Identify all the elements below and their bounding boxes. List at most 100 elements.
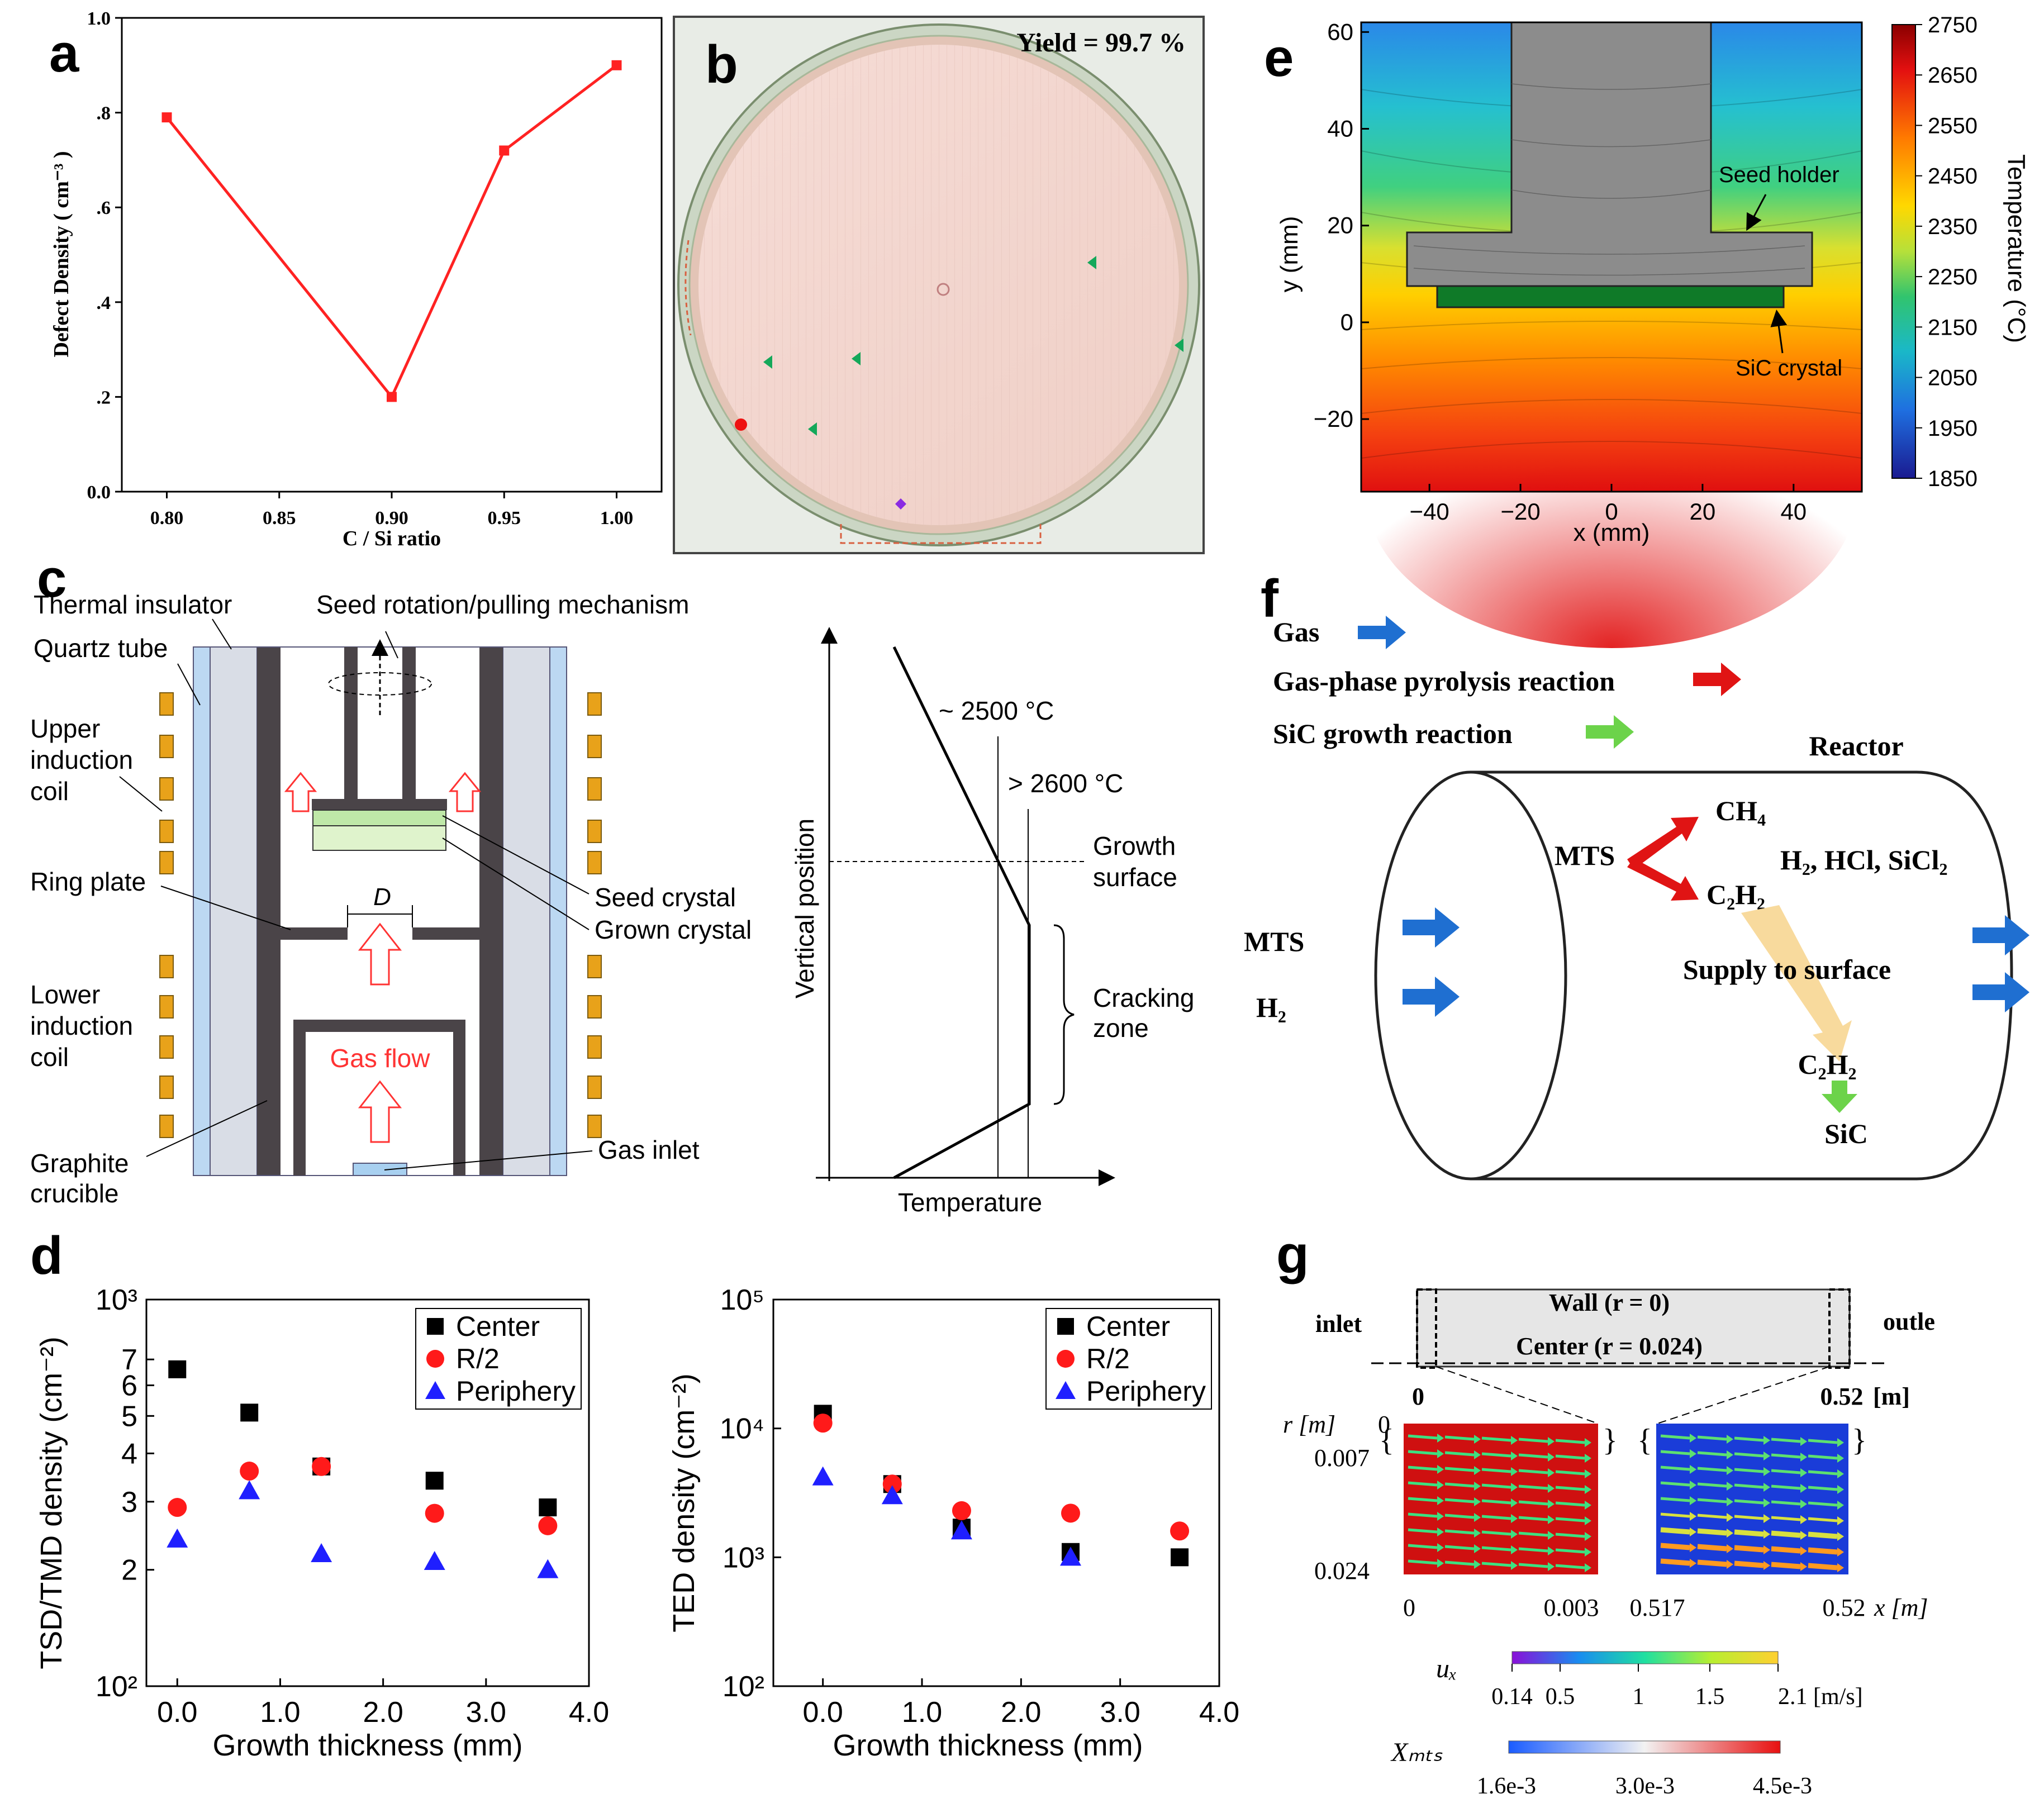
coil-turn [587, 777, 602, 801]
reactor-inlet-face [1374, 770, 1567, 1181]
velocity-arrow [1518, 1453, 1548, 1459]
d-point-center [240, 1403, 259, 1422]
d-legend-marker [1057, 1318, 1074, 1335]
velocity-arrowhead [1800, 1484, 1807, 1493]
a-xtick-label: 0.85 [263, 508, 296, 529]
velocity-arrowhead [1511, 1545, 1518, 1554]
reactor-body [1471, 770, 2013, 1181]
e-cbar-label: 2750 [1928, 13, 1978, 37]
velocity-arrowhead [1763, 1561, 1770, 1570]
e-cbar-label: 2050 [1928, 366, 1978, 391]
velocity-arrow [1734, 1560, 1764, 1568]
e-ytick-label: −20 [1314, 406, 1353, 432]
velocity-arrow [1408, 1465, 1438, 1471]
velocity-arrow [1771, 1438, 1801, 1443]
velocity-arrowhead [1727, 1466, 1733, 1475]
legend-gas-label: Gas [1273, 616, 1319, 648]
velocity-arrow [1555, 1439, 1585, 1444]
d-point-periphery [1060, 1546, 1081, 1566]
velocity-arrow [1408, 1497, 1438, 1502]
seed-crystal-label: Seed crystal [595, 883, 736, 912]
velocity-arrow [1518, 1500, 1548, 1506]
velocity-arrow [1808, 1439, 1838, 1444]
velocity-arrowhead [1690, 1496, 1696, 1505]
d-ytick-label: 10² [722, 1671, 764, 1703]
velocity-arrowhead [1474, 1466, 1481, 1475]
velocity-arrow [1734, 1499, 1764, 1505]
coil-turn [587, 820, 602, 843]
gas-flow-label: Gas flow [330, 1044, 431, 1073]
d-legend-marker [1057, 1350, 1075, 1368]
velocity-arrow [1481, 1515, 1511, 1520]
velocity-arrow [1518, 1563, 1548, 1568]
velocity-arrowhead [1690, 1528, 1696, 1536]
quartz-tube-label: Quartz tube [34, 634, 168, 663]
d-legend-label: R/2 [456, 1343, 500, 1374]
a-ytick-label: 0.0 [87, 482, 111, 503]
thermal-insulator-label: Thermal insulator [34, 590, 232, 619]
velocity-arrow [1518, 1531, 1548, 1537]
a-ytick-label: .8 [97, 103, 111, 124]
velocity-arrowhead [1800, 1562, 1807, 1571]
velocity-arrow [1408, 1512, 1438, 1518]
d-xtick-label: 0.0 [803, 1696, 843, 1729]
velocity-arrowhead [1511, 1530, 1518, 1539]
outlet-arrow-2 [1972, 972, 2029, 1012]
velocity-arrow [1555, 1548, 1585, 1554]
defect-green-3 [852, 352, 861, 365]
e-ytick-label: 60 [1327, 18, 1353, 45]
e-xtick-label: 20 [1690, 498, 1716, 525]
velocity-arrow [1444, 1498, 1475, 1503]
coil-turn [587, 1076, 602, 1099]
d-point-r-2 [168, 1498, 187, 1517]
velocity-arrowhead [1585, 1469, 1591, 1478]
velocity-arrowhead [1474, 1529, 1481, 1538]
velocity-arrowhead [1585, 1485, 1591, 1494]
velocity-arrowhead [1837, 1532, 1844, 1541]
velocity-arrowhead [1548, 1546, 1555, 1555]
velocity-arrowhead [1763, 1498, 1770, 1507]
velocity-arrowhead [1585, 1454, 1591, 1463]
velocity-arrow [1518, 1484, 1548, 1490]
velocity-arrow [1697, 1528, 1727, 1536]
profile-ylabel: Vertical position [790, 819, 819, 998]
velocity-arrowhead [1474, 1497, 1481, 1506]
upper-coil-label-2: induction [30, 745, 133, 774]
d-frame [145, 1298, 590, 1687]
a-series-line [165, 64, 618, 400]
velocity-arrow [1408, 1481, 1438, 1487]
velocity-arrow [1444, 1467, 1475, 1472]
sic-crystal-annotation: SiC crystal [1736, 356, 1842, 380]
t2-label: > 2600 °C [1008, 769, 1123, 798]
d-point-r-2 [538, 1516, 558, 1535]
velocity-arrow [1444, 1560, 1475, 1566]
velocity-arrowhead [1727, 1544, 1733, 1553]
velocity-arrow [1444, 1514, 1475, 1519]
velocity-arrowhead [1727, 1482, 1733, 1491]
velocity-arrow [1408, 1528, 1438, 1534]
d-point-periphery [424, 1551, 445, 1571]
panel-b-label: b [705, 35, 738, 94]
ux-tick-label: 1 [1633, 1684, 1644, 1710]
velocity-arrow [1481, 1562, 1511, 1567]
e-xtick-label: 0 [1605, 498, 1618, 525]
panel-d-right-plot: 0.0 1.0 2.0 3.0 4.0 10² 10³ 10⁴ 10⁵ CenterR/2Peri… [720, 1284, 1239, 1729]
velocity-arrow [1444, 1482, 1475, 1488]
velocity-arrowhead [1437, 1434, 1444, 1443]
inner-crucible [293, 1020, 465, 1176]
e-cbar-label: 2650 [1928, 63, 1978, 88]
panel-a-xlabel: C / Si ratio [343, 527, 441, 550]
velocity-arrowhead [1837, 1548, 1844, 1557]
velocity-arrow [1555, 1517, 1585, 1522]
coil-turn [159, 692, 174, 716]
velocity-arrowhead [1437, 1528, 1444, 1536]
d-legend-label: Periphery [1086, 1376, 1206, 1407]
velocity-arrowhead [1437, 1465, 1444, 1474]
a-xtick-label: 1.00 [600, 508, 634, 529]
velocity-arrow [1555, 1470, 1585, 1476]
coil-turn [159, 955, 174, 978]
velocity-arrowhead [1437, 1496, 1444, 1505]
velocity-arrow [1660, 1527, 1690, 1535]
colorbar-label: Temperature (°C) [2003, 154, 2030, 343]
d-xtick-label: 1.0 [260, 1696, 300, 1729]
